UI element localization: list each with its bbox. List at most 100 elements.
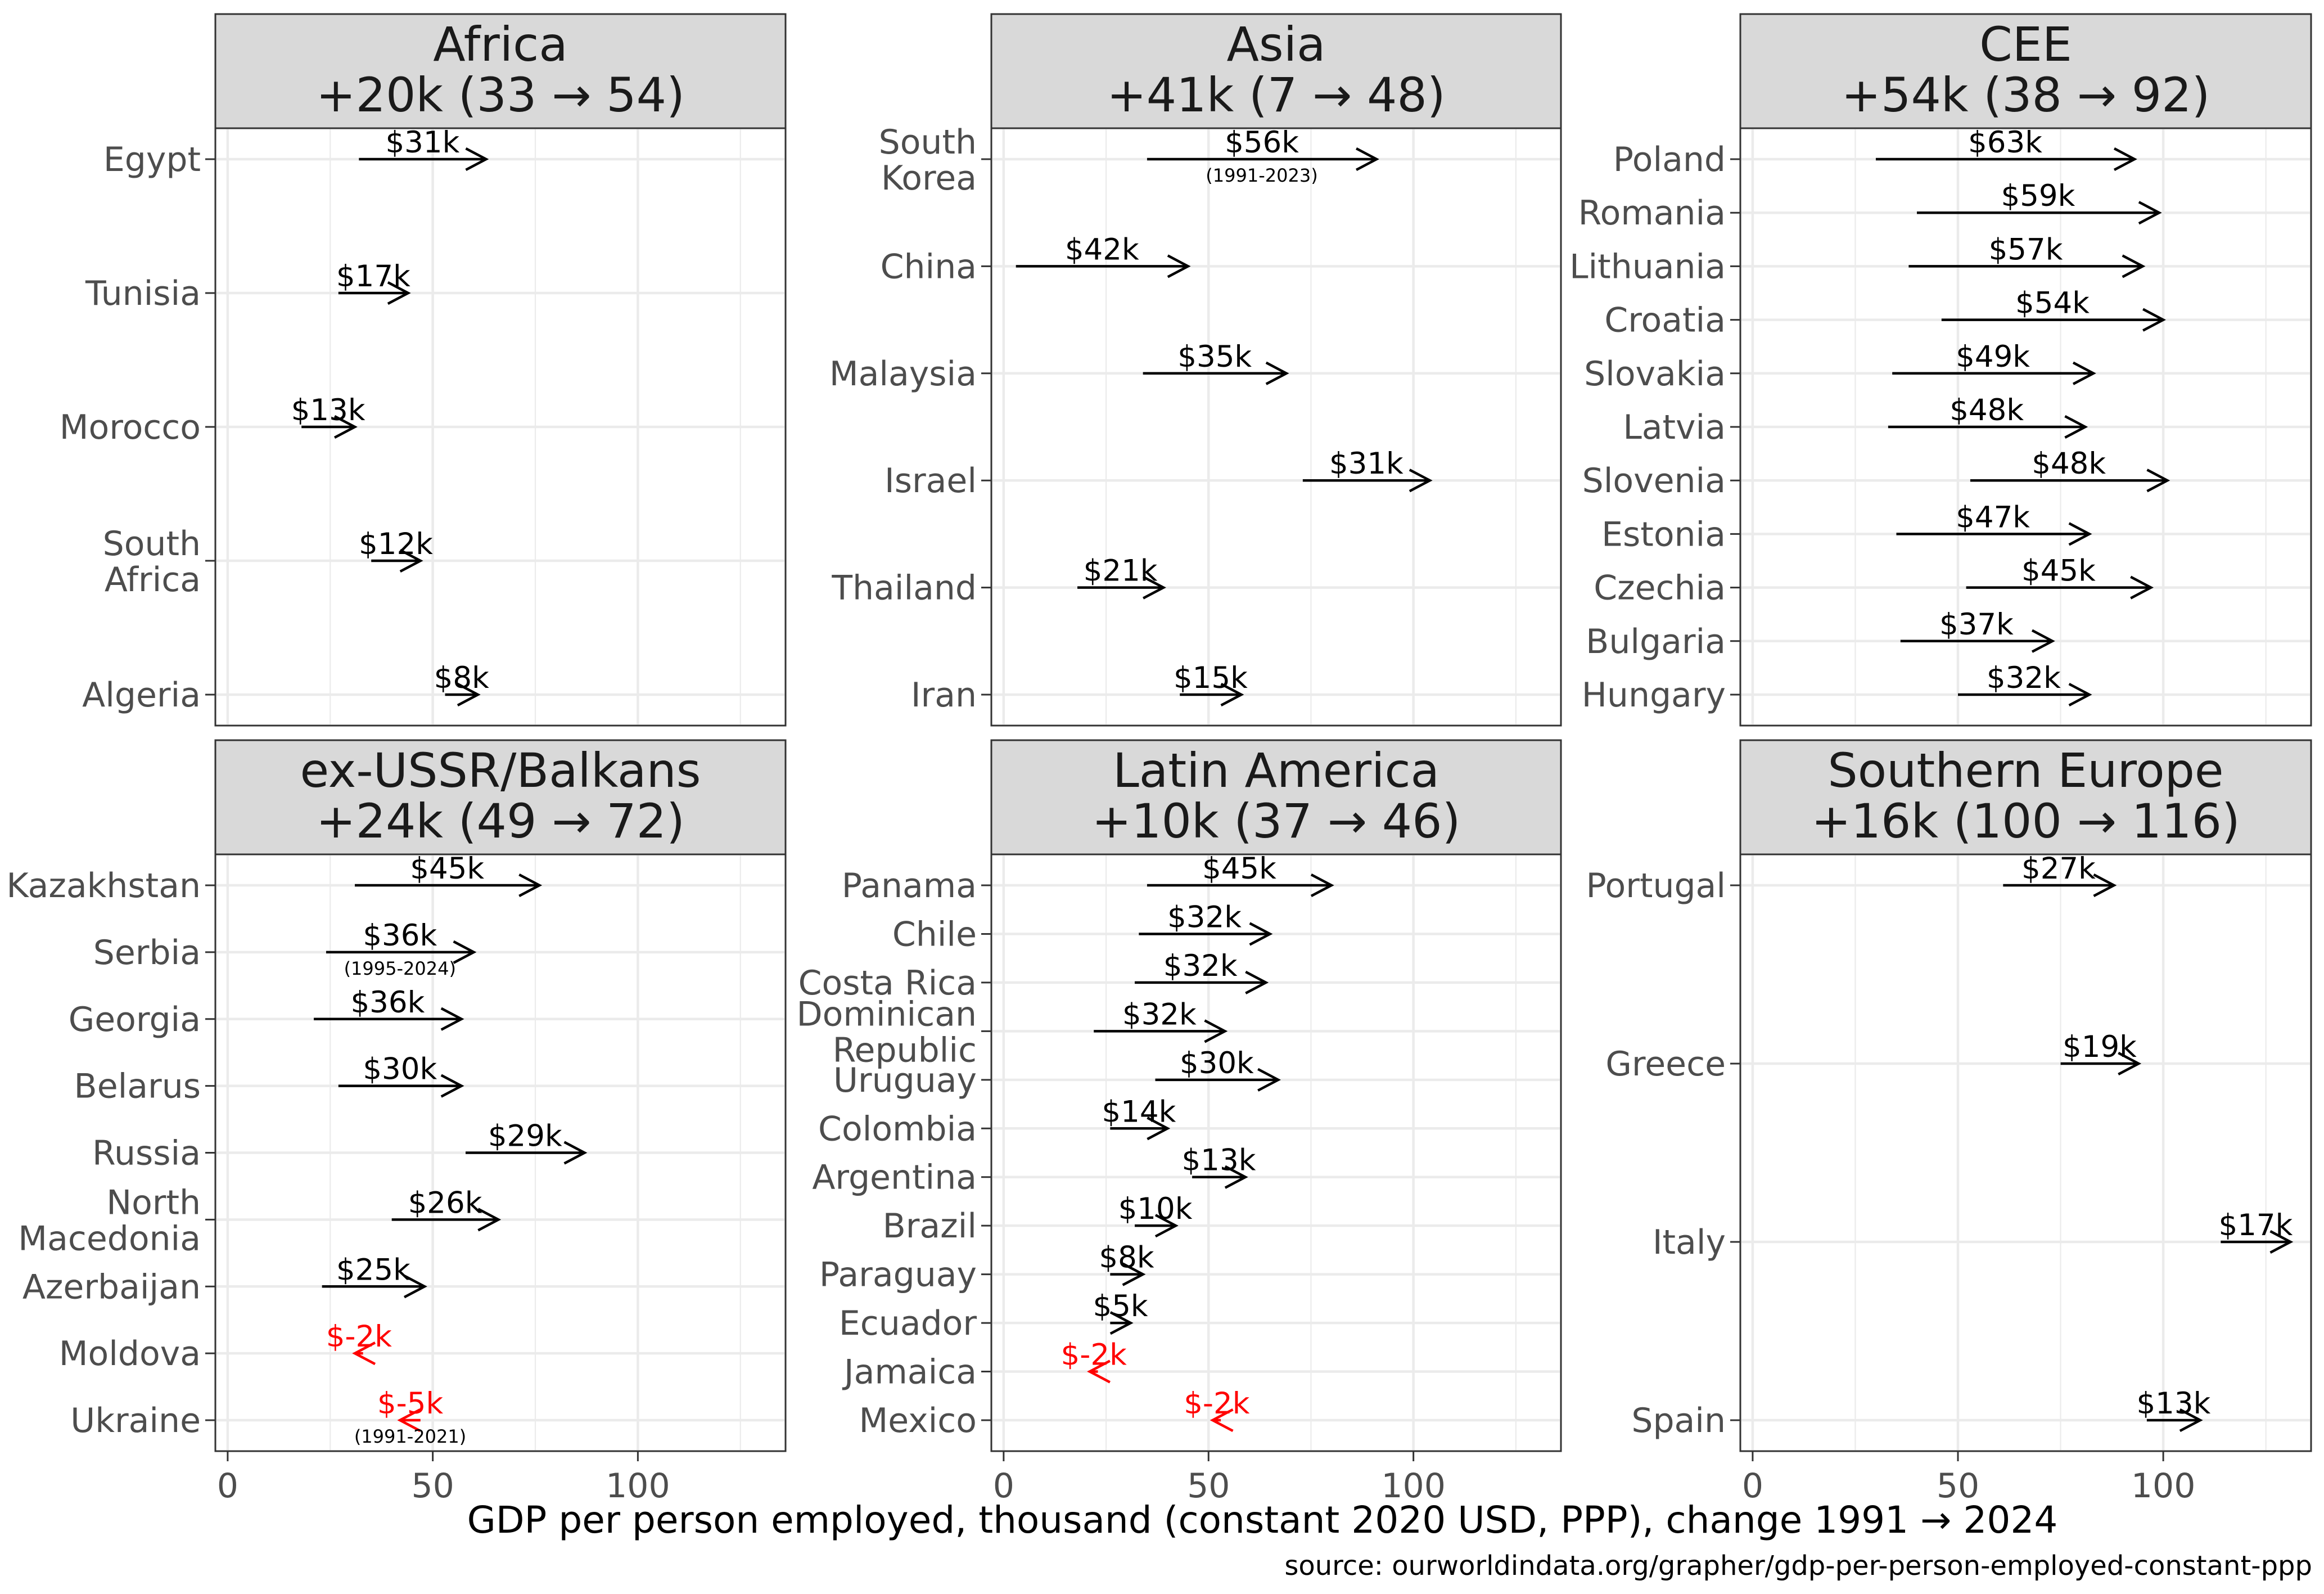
y-label-argentina: Argentina	[812, 1158, 977, 1197]
y-label-dominican-republic: Dominican Republic	[796, 994, 977, 1070]
value-label-africa-egypt: $31k	[385, 125, 459, 160]
arrow-head-latin-america-jamaica	[1087, 1359, 1111, 1384]
x-tick-label: 0	[993, 1466, 1014, 1506]
value-label-latin-america-dominican-republic: $32k	[1122, 997, 1197, 1032]
arrow-head-latin-america-paraguay	[1122, 1262, 1146, 1286]
value-label-asia-israel: $31k	[1329, 447, 1404, 481]
facet-title-ex-ussr-balkans: ex-USSR/Balkans	[300, 743, 701, 798]
value-label-southern-europe-greece: $19k	[2063, 1030, 2137, 1064]
period-note-asia-south-korea: (1991-2023)	[1206, 165, 1317, 186]
arrow-head-southern-europe-portugal	[2093, 873, 2117, 897]
value-label-latin-america-brazil: $10k	[1118, 1192, 1193, 1226]
facet-strip-cee	[1739, 13, 2312, 129]
arrow-head-asia-thailand	[1143, 575, 1166, 600]
y-label-algeria: Algeria	[82, 676, 201, 715]
y-label-thailand: Thailand	[831, 569, 977, 608]
arrow-head-southern-europe-italy	[2269, 1230, 2294, 1254]
arrow-head-cee-bulgaria	[2031, 629, 2055, 653]
arrow-head-cee-lithuania	[2122, 254, 2146, 278]
value-label-asia-thailand: $21k	[1084, 554, 1158, 588]
value-label-latin-america-mexico: $-2k	[1184, 1386, 1250, 1421]
period-note-ex-ussr-balkans-serbia: (1995-2024)	[344, 958, 456, 979]
arrow-head-ex-ussr-balkans-russia	[563, 1141, 588, 1165]
x-tick-label: 100	[2131, 1466, 2196, 1506]
value-label-cee-bulgaria: $37k	[1939, 607, 2014, 642]
arrow-head-ex-ussr-balkans-serbia	[453, 940, 477, 964]
y-label-russia: Russia	[92, 1134, 201, 1173]
y-label-estonia: Estonia	[1601, 515, 1726, 554]
facet-title-africa: Africa	[433, 17, 568, 72]
value-label-latin-america-costa-rica: $32k	[1163, 949, 1238, 983]
arrow-head-cee-romania	[2138, 201, 2162, 225]
arrow-head-asia-south-korea	[1355, 147, 1379, 171]
value-label-southern-europe-italy: $17k	[2218, 1208, 2293, 1242]
arrow-head-latin-america-costa-rica	[1245, 970, 1269, 994]
arrow-head-latin-america-chile	[1249, 922, 1273, 946]
value-label-latin-america-ecuador: $5k	[1093, 1289, 1148, 1323]
facet-title-latin-america: Latin America	[1113, 743, 1439, 798]
y-label-iran: Iran	[911, 676, 977, 715]
arrow-head-latin-america-mexico	[1210, 1408, 1234, 1432]
value-label-ex-ussr-balkans-ukraine: $-5k	[377, 1386, 444, 1421]
value-label-cee-croatia: $54k	[2015, 286, 2090, 321]
value-label-africa-tunisia: $17k	[336, 259, 410, 294]
arrow-head-asia-iran	[1220, 683, 1244, 706]
x-tick-label: 50	[411, 1466, 454, 1506]
value-label-latin-america-chile: $32k	[1167, 900, 1242, 934]
facet-panel-southern-europe	[1739, 853, 2312, 1452]
value-label-latin-america-argentina: $13k	[1182, 1143, 1256, 1178]
value-label-cee-estonia: $47k	[1956, 500, 2030, 534]
y-label-greece: Greece	[1605, 1044, 1726, 1084]
facet-title-asia: Asia	[1226, 17, 1325, 72]
facet-strip-africa	[214, 13, 787, 129]
y-label-north-macedonia: North Macedonia	[18, 1183, 201, 1258]
y-label-kazakhstan: Kazakhstan	[6, 866, 201, 906]
x-axis-title: GDP per person employed, thousand (const…	[467, 1498, 2058, 1542]
y-label-italy: Italy	[1653, 1223, 1726, 1262]
facet-panel-latin-america	[990, 853, 1562, 1452]
y-label-colombia: Colombia	[818, 1109, 977, 1149]
arrow-head-latin-america-uruguay	[1257, 1068, 1281, 1092]
arrow-head-cee-slovenia	[2146, 469, 2170, 493]
arrow-head-cee-croatia	[2142, 308, 2166, 332]
source-caption: source: ourworldindata.org/grapher/gdp-p…	[1284, 1550, 2312, 1582]
value-label-ex-ussr-balkans-belarus: $30k	[363, 1052, 437, 1087]
arrow-head-latin-america-ecuador	[1109, 1311, 1134, 1335]
y-label-south-africa: South Africa	[103, 524, 201, 600]
y-label-croatia: Croatia	[1604, 301, 1726, 340]
value-label-latin-america-paraguay: $8k	[1099, 1241, 1154, 1275]
value-label-ex-ussr-balkans-kazakhstan: $45k	[410, 852, 484, 886]
facet-asia: Asia+41k (7 → 48) South Korea $56k (1991-202…	[829, 13, 1562, 727]
value-label-ex-ussr-balkans-north-macedonia: $26k	[408, 1186, 482, 1220]
y-label-south-korea: South Korea	[879, 123, 977, 198]
arrow-head-ex-ussr-balkans-moldova	[352, 1341, 376, 1366]
y-label-serbia: Serbia	[93, 933, 201, 972]
y-label-portugal: Portugal	[1586, 866, 1726, 906]
y-label-lithuania: Lithuania	[1569, 247, 1726, 286]
arrow-head-latin-america-argentina	[1224, 1165, 1248, 1189]
arrow-head-cee-latvia	[2064, 415, 2088, 439]
y-label-chile: Chile	[892, 915, 977, 954]
value-label-cee-czechia: $45k	[2021, 554, 2096, 588]
value-label-southern-europe-portugal: $27k	[2021, 852, 2096, 886]
y-label-costa-rica: Costa Rica	[798, 963, 977, 1003]
value-label-ex-ussr-balkans-moldova: $-2k	[326, 1320, 392, 1354]
facet-subtitle-southern-europe: +16k (100 → 116)	[1811, 794, 2240, 849]
y-label-brazil: Brazil	[883, 1206, 977, 1246]
y-label-slovenia: Slovenia	[1582, 461, 1726, 501]
value-label-cee-slovenia: $48k	[2032, 447, 2106, 481]
y-label-china: China	[881, 247, 977, 286]
y-label-slovakia: Slovakia	[1584, 354, 1726, 394]
value-label-latin-america-colombia: $14k	[1102, 1095, 1176, 1129]
arrow-head-africa-algeria	[457, 683, 481, 706]
value-label-southern-europe-spain: $13k	[2136, 1386, 2210, 1421]
x-tick-label: 100	[1381, 1466, 1446, 1506]
arrow-head-southern-europe-spain	[2179, 1408, 2203, 1432]
y-label-hungary: Hungary	[1582, 676, 1726, 715]
x-tick-label: 50	[1187, 1466, 1230, 1506]
arrow-head-ex-ussr-balkans-georgia	[440, 1007, 464, 1031]
arrow-head-africa-egypt	[465, 147, 489, 171]
arrow-head-africa-morocco	[333, 415, 358, 439]
value-label-africa-south-africa: $12k	[359, 527, 433, 561]
